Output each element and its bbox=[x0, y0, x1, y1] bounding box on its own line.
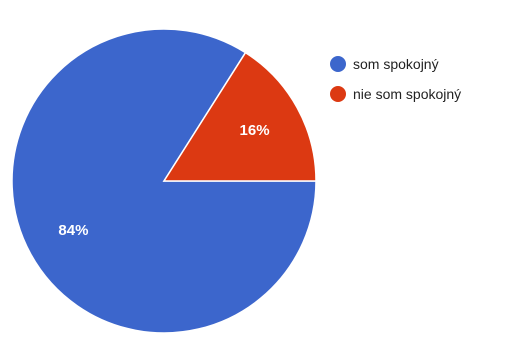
pie-slices bbox=[11, 28, 317, 334]
legend-swatch-som-spokojny bbox=[330, 56, 346, 72]
legend-item-nie-som-spokojny[interactable]: nie som spokojný bbox=[330, 84, 461, 104]
pie-slice-label-nie-som-spokojny: 16% bbox=[240, 122, 270, 139]
pie-slice-labels: 84% 16% bbox=[58, 122, 269, 239]
legend-label-nie-som-spokojny: nie som spokojný bbox=[353, 86, 462, 102]
legend-item-som-spokojny[interactable]: som spokojný bbox=[330, 54, 461, 74]
pie-slice-nie-som-spokojny[interactable] bbox=[162, 51, 317, 182]
chart-legend: som spokojný nie som spokojný bbox=[330, 54, 461, 114]
legend-label-som-spokojny: som spokojný bbox=[353, 56, 439, 72]
pie-slice-label-som-spokojny: 84% bbox=[58, 222, 88, 239]
legend-swatch-nie-som-spokojny bbox=[330, 86, 346, 102]
